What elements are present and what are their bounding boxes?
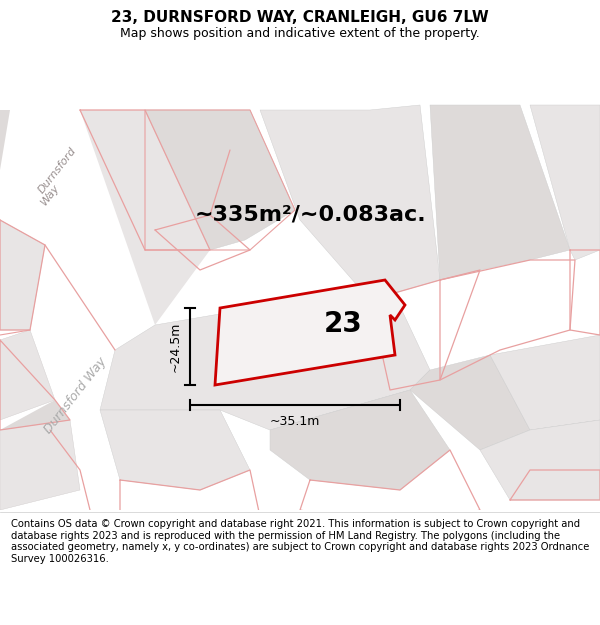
Polygon shape: [260, 105, 440, 300]
Polygon shape: [410, 355, 530, 450]
Text: ~24.5m: ~24.5m: [169, 321, 182, 372]
Text: Durnsford Way: Durnsford Way: [41, 354, 109, 436]
Text: Durnsford: Durnsford: [36, 145, 78, 195]
Text: ~335m²/~0.083ac.: ~335m²/~0.083ac.: [194, 205, 426, 225]
Text: 23, DURNSFORD WAY, CRANLEIGH, GU6 7LW: 23, DURNSFORD WAY, CRANLEIGH, GU6 7LW: [111, 10, 489, 25]
Polygon shape: [270, 390, 450, 490]
Polygon shape: [100, 410, 250, 490]
Polygon shape: [370, 105, 480, 280]
Text: ~35.1m: ~35.1m: [270, 415, 320, 428]
Polygon shape: [0, 420, 80, 510]
Polygon shape: [0, 220, 45, 330]
Polygon shape: [240, 380, 295, 540]
Polygon shape: [0, 110, 155, 350]
Polygon shape: [100, 350, 600, 410]
Polygon shape: [145, 110, 295, 250]
Polygon shape: [0, 230, 115, 420]
Polygon shape: [0, 400, 70, 430]
Polygon shape: [480, 420, 600, 500]
Polygon shape: [215, 280, 405, 385]
Polygon shape: [0, 330, 55, 420]
Polygon shape: [0, 110, 10, 170]
Polygon shape: [100, 285, 430, 430]
Polygon shape: [490, 335, 600, 430]
Text: Map shows position and indicative extent of the property.: Map shows position and indicative extent…: [120, 27, 480, 40]
Text: Contains OS data © Crown copyright and database right 2021. This information is : Contains OS data © Crown copyright and d…: [11, 519, 589, 564]
Polygon shape: [80, 110, 210, 325]
Polygon shape: [530, 105, 600, 260]
Text: 23: 23: [324, 310, 363, 338]
Polygon shape: [430, 105, 570, 280]
Text: Way: Way: [39, 182, 61, 208]
